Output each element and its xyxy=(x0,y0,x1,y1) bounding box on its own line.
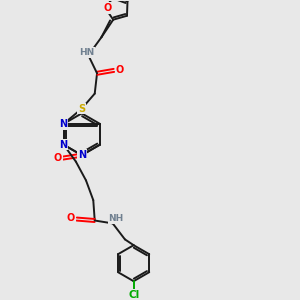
Text: HN: HN xyxy=(79,48,94,57)
Text: N: N xyxy=(60,140,68,150)
Text: Cl: Cl xyxy=(128,290,139,300)
Text: O: O xyxy=(103,3,112,13)
Text: O: O xyxy=(67,213,75,223)
Text: N: N xyxy=(60,119,68,129)
Text: NH: NH xyxy=(109,214,124,223)
Text: S: S xyxy=(78,104,85,114)
Text: N: N xyxy=(60,119,68,129)
Text: O: O xyxy=(116,65,124,75)
Text: N: N xyxy=(78,150,86,160)
Text: O: O xyxy=(53,153,62,163)
